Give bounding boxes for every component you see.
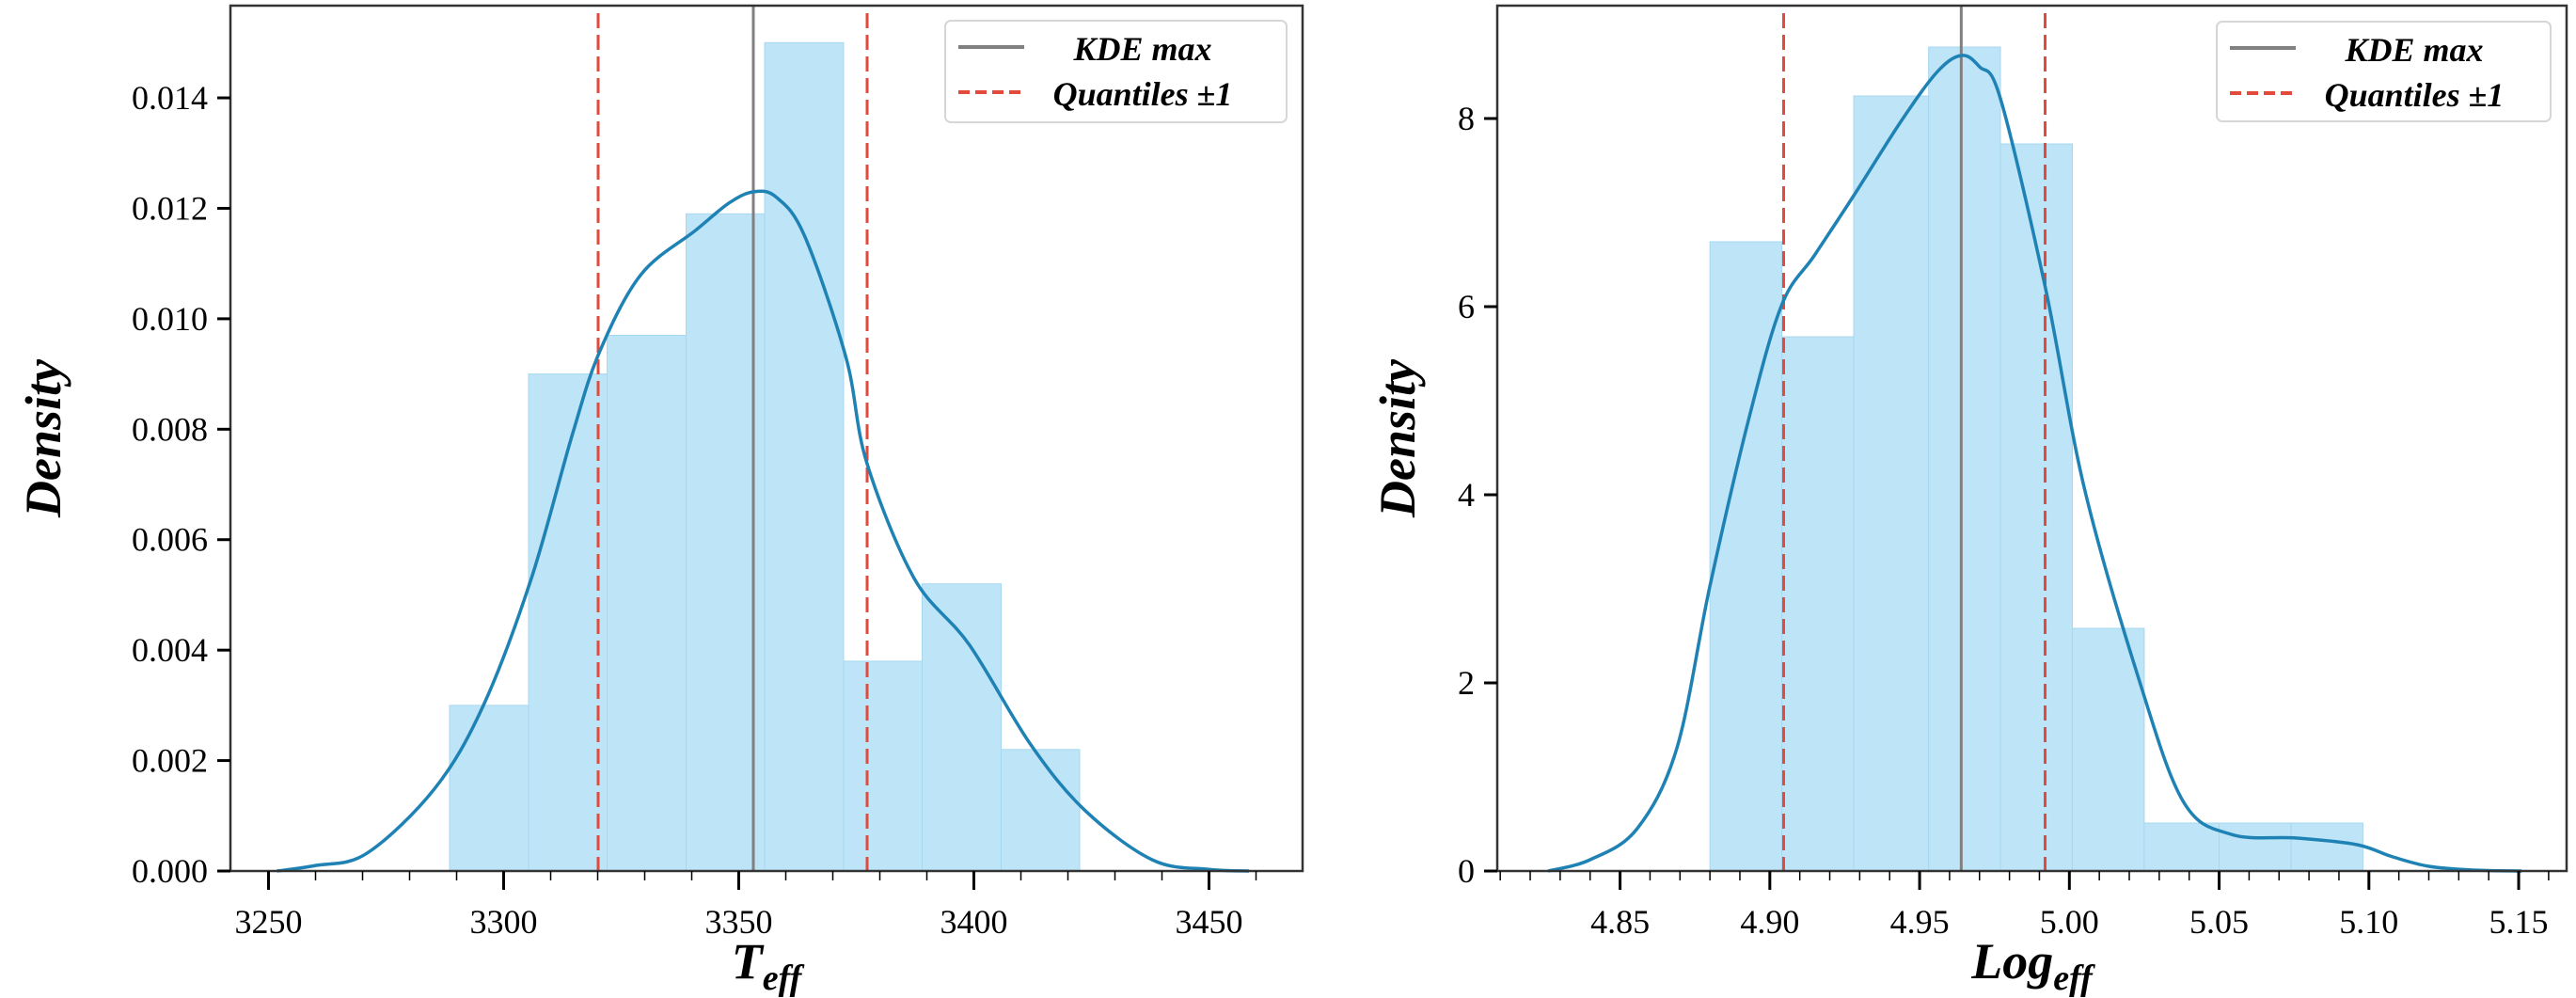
- x-tick-label: 3400: [940, 903, 1008, 941]
- y-tick-label: 0.002: [132, 742, 208, 780]
- plot-area: [1547, 6, 2522, 873]
- x-tick-label: 3250: [235, 903, 303, 941]
- x-tick-label: 4.90: [1740, 903, 1799, 941]
- legend-box: [2216, 21, 2552, 122]
- y-tick-label: 0.008: [132, 410, 208, 448]
- histogram-bar: [2143, 822, 2220, 872]
- y-axis-label: Density: [1369, 358, 1426, 518]
- y-tick-label: 0.012: [132, 189, 208, 227]
- kde-curve: [1547, 54, 2522, 873]
- y-tick-label: 4: [1458, 476, 1475, 514]
- x-axis-label: Teff: [732, 933, 805, 998]
- histogram-bar: [1928, 46, 2001, 872]
- x-tick-label: 5.15: [2489, 903, 2549, 941]
- x-tick-label: 5.00: [2040, 903, 2099, 941]
- histogram-bar: [607, 335, 687, 872]
- y-tick-label: 0.000: [132, 852, 208, 890]
- axes: 4.85 4.90 4.95 5.00 5.05 5.10 5.15 0 2 4 6 8: [1458, 4, 2568, 941]
- histogram-bar: [2071, 627, 2145, 872]
- x-tick-label: 4.95: [1890, 903, 1950, 941]
- axes-frame: [1495, 4, 2568, 873]
- y-tick-label: 0.004: [132, 631, 208, 669]
- histogram-bar: [922, 583, 1002, 872]
- histogram-bar: [528, 373, 608, 872]
- y-axis-label: Density: [15, 358, 71, 518]
- x-axis-label-main: Log: [1970, 933, 2053, 990]
- histogram-bar: [1001, 749, 1081, 872]
- legend-box: [944, 20, 1288, 123]
- histogram-bar: [1781, 336, 1855, 872]
- logg-histogram-panel: 4.85 4.90 4.95 5.00 5.05 5.10 5.15 0 2 4 6 8 KDE ma…: [1369, 4, 2568, 998]
- x-axis-label-main: T: [732, 933, 765, 990]
- x-tick-label: 5.05: [2189, 903, 2249, 941]
- x-tick-label: 3300: [470, 903, 538, 941]
- x-tick-label: 3450: [1176, 903, 1243, 941]
- legend-kde-max-label: KDE max: [2344, 31, 2483, 69]
- y-tick-label: 0: [1458, 852, 1475, 890]
- y-tick-label: 0.014: [132, 79, 208, 117]
- y-tick-label: 0.006: [132, 521, 208, 559]
- legend-quantiles-label: Quantiles ±1: [2325, 76, 2505, 114]
- axes-frame: [229, 4, 1304, 873]
- histogram-bar: [686, 213, 766, 872]
- histogram-bar: [1999, 143, 2073, 872]
- x-axis-label-subscript: eff: [2053, 958, 2095, 998]
- legend-quantiles-label: Quantiles ±1: [1053, 75, 1233, 113]
- y-tick-label: 6: [1458, 288, 1475, 325]
- legend: KDE max Quantiles ±1: [944, 20, 1288, 123]
- histogram-bar: [2290, 822, 2363, 872]
- histogram-bar: [843, 660, 923, 872]
- y-tick-label: 0.010: [132, 300, 208, 338]
- y-tick-label: 8: [1458, 100, 1475, 137]
- x-tick-label: 3350: [705, 903, 773, 941]
- kde-curve: [277, 189, 1250, 873]
- plot-area: [277, 6, 1250, 873]
- x-axis-label-subscript: eff: [763, 958, 805, 998]
- x-tick-label: 4.85: [1590, 903, 1650, 941]
- x-axis-label: Logeff: [1970, 933, 2095, 998]
- histogram-bar: [764, 41, 845, 872]
- x-tick-label: 5.10: [2339, 903, 2398, 941]
- legend-kde-max-label: KDE max: [1072, 30, 1211, 68]
- y-tick-label: 2: [1458, 664, 1475, 702]
- axes: 3250 3300 3350 3400 3450 0.000 0.002 0.004 0.006…: [132, 4, 1304, 941]
- teff-histogram-panel: 3250 3300 3350 3400 3450 0.000 0.002 0.004 0.006…: [15, 4, 1304, 998]
- histogram-bar: [1853, 95, 1930, 872]
- histogram-bar: [2219, 822, 2292, 872]
- histogram-bar: [449, 705, 529, 872]
- histogram-bar: [1709, 241, 1783, 872]
- legend: KDE max Quantiles ±1: [2216, 21, 2552, 122]
